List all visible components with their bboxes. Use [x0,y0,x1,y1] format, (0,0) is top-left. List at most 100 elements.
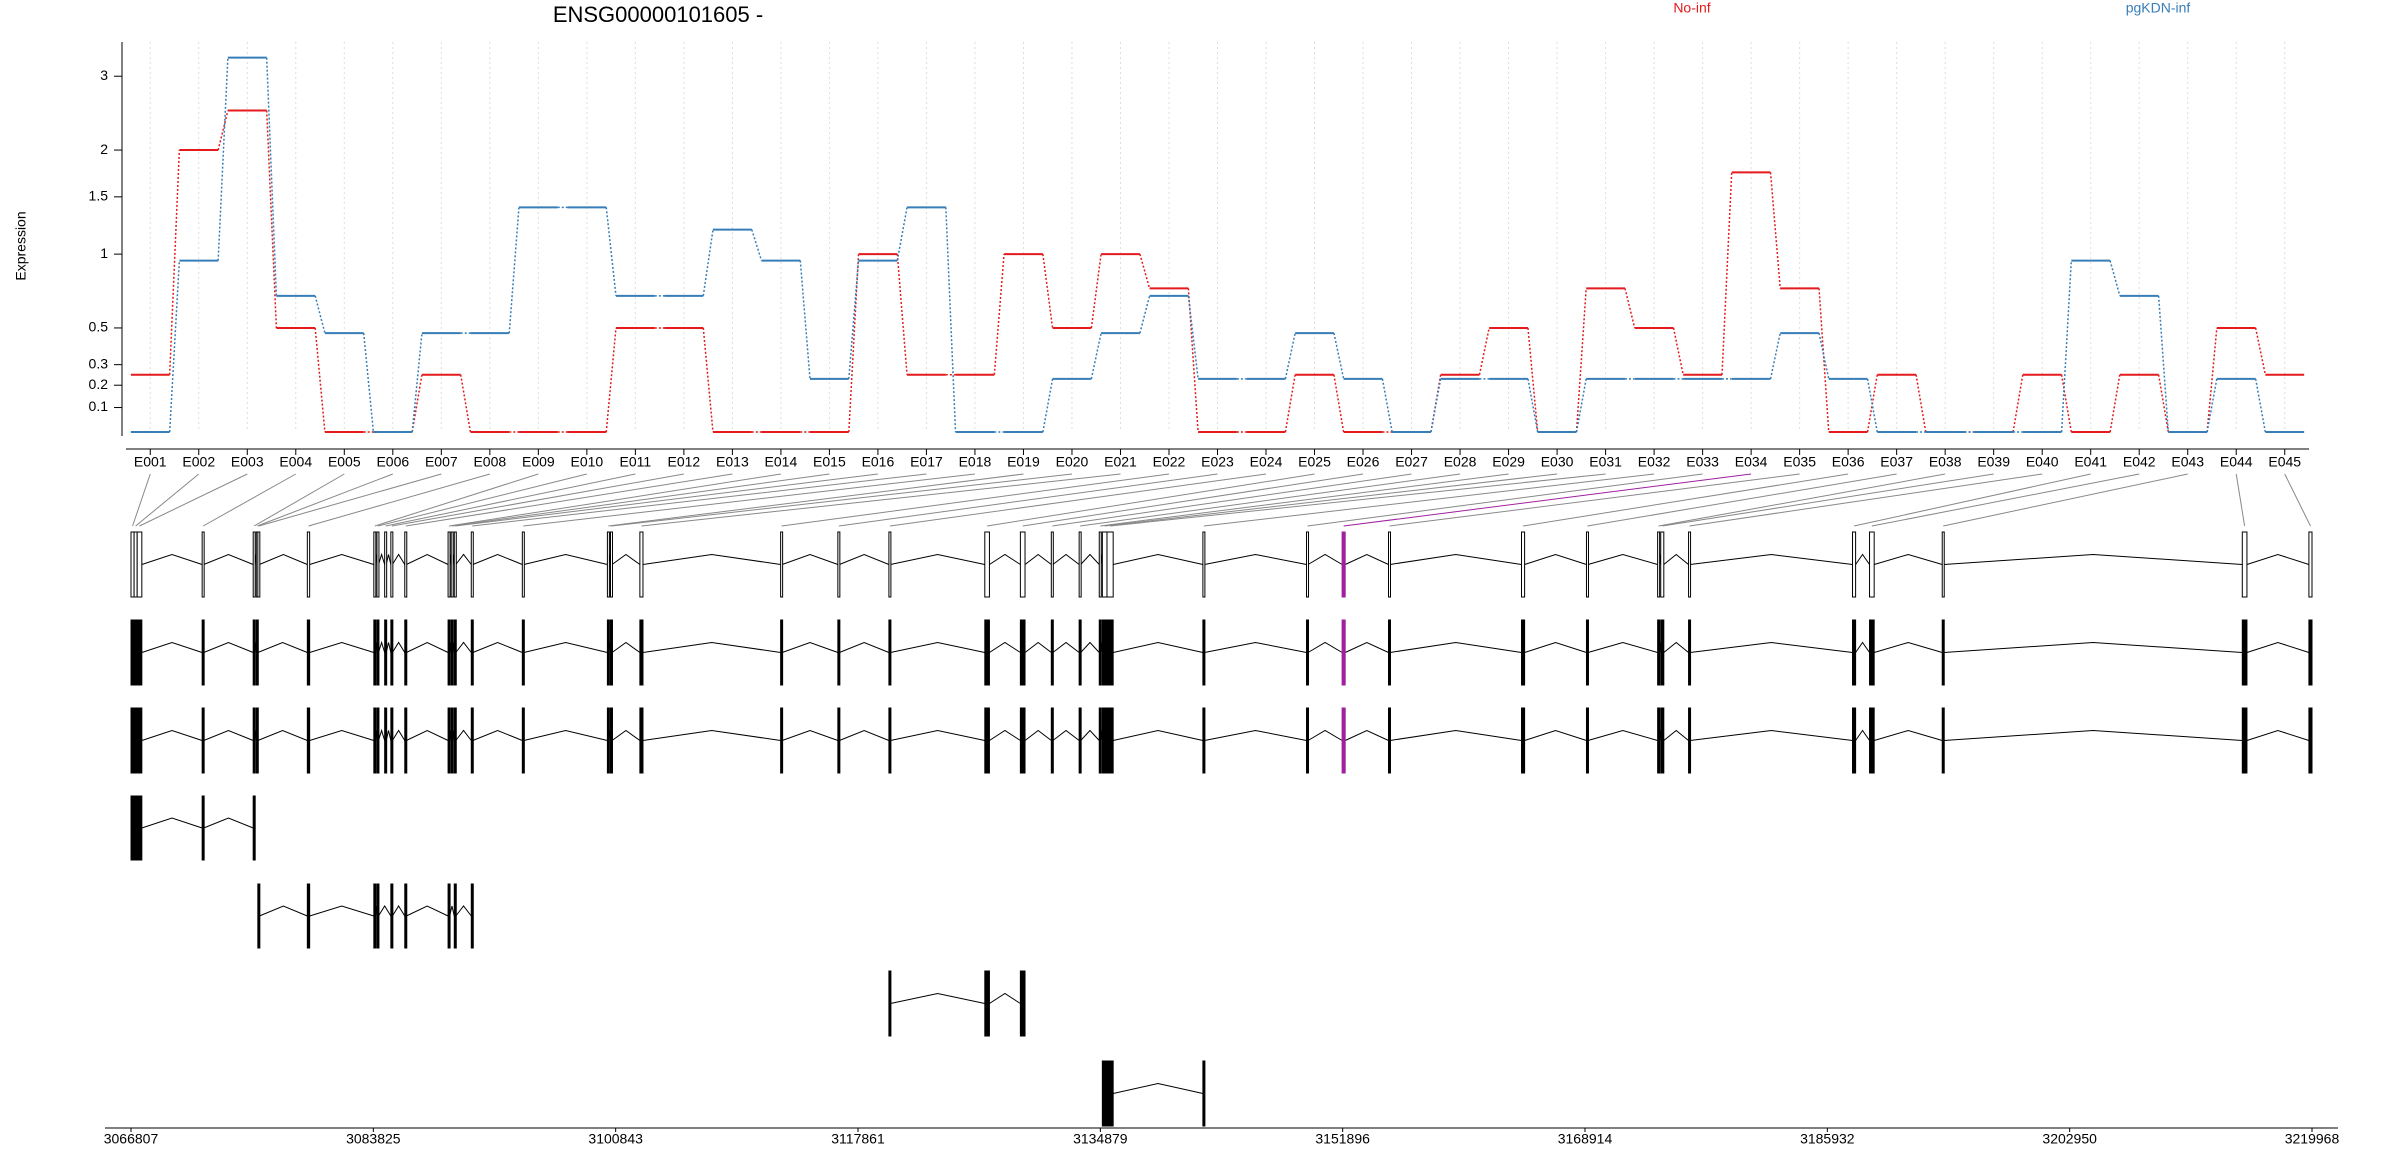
step-connector [1430,378,1442,433]
intron [523,729,608,741]
intron [1024,641,1052,653]
transcript-exon [404,883,408,949]
exon [606,531,610,598]
transcript-exon [470,619,474,686]
transcript-exon [1202,619,1206,686]
intron [406,641,449,653]
intron [391,553,406,565]
exon [384,531,388,598]
exon-connector [374,473,539,527]
intron [782,729,839,741]
x-tick-label: E028 [1444,454,1477,470]
x-tick-label: E039 [1977,454,2010,470]
step-connector [1527,378,1539,433]
step-connector [945,207,957,433]
intron [406,553,449,565]
intron [1052,641,1080,653]
transcript-exon [606,707,610,774]
step-connector [1042,378,1054,433]
intron [989,992,1021,1004]
transcript-exon [252,707,256,774]
intron [989,641,1021,653]
step-connector [362,333,375,433]
exon-connector [202,473,297,527]
step-connector [1624,288,1636,329]
exon-connector [1522,473,1849,527]
step-connector [1042,254,1054,329]
intron [1524,553,1587,565]
exon-connector [1022,473,1364,527]
intron [611,641,641,653]
exon [306,531,311,598]
transcript-exon [201,619,205,686]
intron [1524,729,1587,741]
transcript-exon [1106,1060,1114,1127]
step-connector [1866,378,1878,433]
exon [1202,531,1206,598]
step-connector [1090,332,1102,380]
transcript-exon [453,619,457,686]
intron [890,553,985,565]
x-tick-label: E033 [1686,454,1719,470]
intron [1080,553,1100,565]
intron [890,992,985,1004]
step-connector [2206,327,2218,433]
exon-connector [1587,473,1897,527]
transcript-exon [1585,707,1589,774]
transcript-exon [1019,707,1026,774]
step-connector [1769,172,1781,289]
step-connector [1090,254,1102,329]
exon-connector [1307,473,1703,527]
intron [1855,641,1870,653]
transcript-exon [1941,619,1945,686]
transcript-exon [257,883,261,949]
transcript-exon [837,707,841,774]
exon [2308,531,2313,598]
intron [203,729,254,741]
intron [1204,641,1307,653]
transcript-exon [1660,619,1665,686]
exon [136,531,143,598]
step-connector [896,207,908,261]
x-tick-label: E041 [2074,454,2107,470]
intron [1080,641,1100,653]
intron [1307,729,1343,741]
transcript-exon [1306,707,1310,774]
exon-connector [1052,473,1412,527]
exon-connector [455,473,878,527]
intron [406,729,449,741]
transcript-exon [2308,619,2313,686]
exon-connector [377,473,587,527]
step-connector [2206,378,2218,433]
transcript-exon [376,619,380,686]
genome-tick-label: 3151896 [1315,1131,1370,1147]
intron [611,729,641,741]
transcript-exon [1585,619,1589,686]
transcript-exon [837,619,841,686]
intron [989,553,1021,565]
chart-title: ENSG00000101605 - [553,2,763,27]
intron [1113,553,1204,565]
transcript-exon [252,795,256,861]
step-connector [314,295,326,334]
transcript-exon [1101,1060,1108,1127]
step-connector [2157,374,2170,433]
transcript-exon [1078,619,1082,686]
exon-connector [391,473,684,527]
x-tick-label: E025 [1298,454,1331,470]
step-connector [2060,260,2073,433]
intron [391,905,406,917]
exon [780,531,784,598]
transcript-exon [1521,707,1526,774]
step-connector [2109,374,2121,433]
transcript-exon [2241,707,2248,774]
step-connector [1527,327,1539,433]
step-connector [1575,288,1587,433]
transcript-exon [609,619,613,686]
transcript-exon [450,707,454,774]
transcript-exon [201,707,205,774]
x-tick-label: E040 [2026,454,2059,470]
step-connector [168,260,181,433]
intron [455,729,472,741]
